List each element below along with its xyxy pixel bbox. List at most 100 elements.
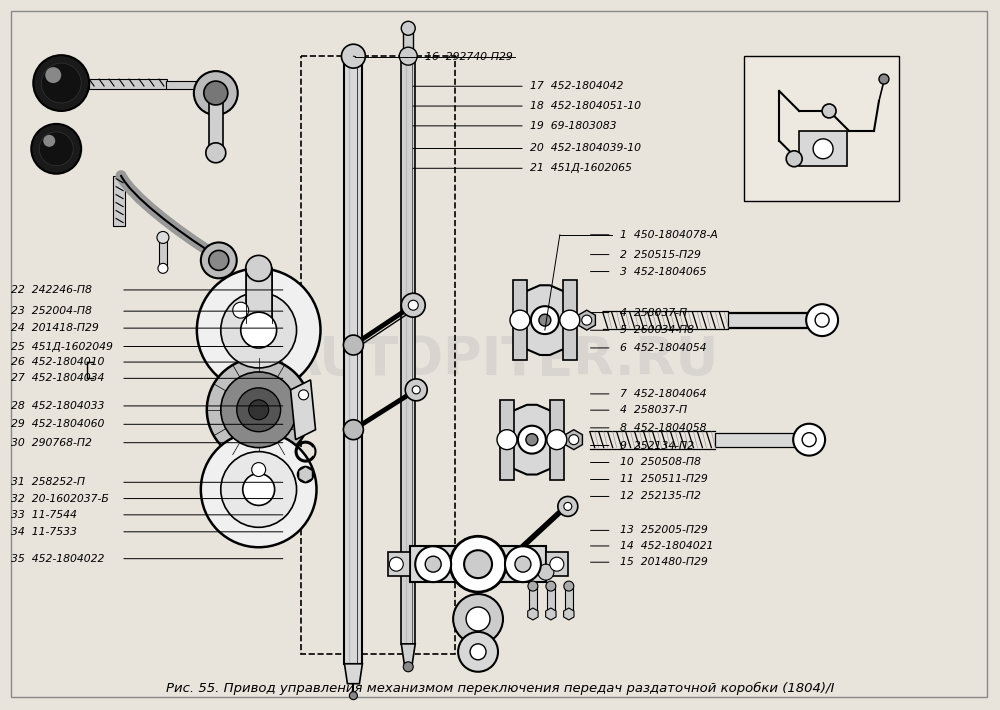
Text: 6  452-1804054: 6 452-1804054 — [620, 343, 706, 353]
Polygon shape — [565, 430, 582, 449]
Text: 13  252005-П29: 13 252005-П29 — [620, 525, 707, 535]
Polygon shape — [517, 285, 573, 355]
Bar — [728, 313, 808, 327]
Circle shape — [298, 466, 314, 483]
Circle shape — [158, 263, 168, 273]
Text: 29  452-1804060: 29 452-1804060 — [11, 420, 105, 430]
Circle shape — [209, 251, 229, 271]
Text: 19  69-1803083: 19 69-1803083 — [530, 121, 616, 131]
Bar — [529, 586, 537, 611]
Text: 11  250511-П29: 11 250511-П29 — [620, 474, 707, 484]
Bar — [715, 432, 795, 447]
Circle shape — [450, 536, 506, 592]
Circle shape — [401, 293, 425, 317]
Circle shape — [569, 435, 579, 444]
Circle shape — [249, 400, 269, 420]
Bar — [246, 268, 272, 323]
Circle shape — [201, 432, 317, 547]
Text: 12  252135-П2: 12 252135-П2 — [620, 491, 701, 501]
Text: 3  452-1804065: 3 452-1804065 — [620, 266, 706, 277]
Bar — [565, 586, 573, 611]
Bar — [563, 280, 577, 360]
Circle shape — [399, 47, 417, 65]
Circle shape — [518, 426, 546, 454]
Bar — [401, 56, 415, 644]
Circle shape — [221, 372, 297, 447]
Circle shape — [403, 662, 413, 672]
Circle shape — [343, 420, 363, 439]
Text: 35  452-1804022: 35 452-1804022 — [11, 554, 105, 564]
Circle shape — [802, 432, 816, 447]
Text: AUTOPITER.RU: AUTOPITER.RU — [281, 334, 719, 386]
Text: 1  450-1804078-А: 1 450-1804078-А — [620, 230, 718, 240]
Text: Рис. 55. Привод управления механизмом переключения передач раздаточной коробки (: Рис. 55. Привод управления механизмом пе… — [166, 682, 834, 695]
Text: 5  260034-П8: 5 260034-П8 — [620, 325, 694, 335]
Text: 32  20-1602037-Б: 32 20-1602037-Б — [11, 493, 109, 503]
Circle shape — [241, 312, 277, 348]
Text: 33  11-7544: 33 11-7544 — [11, 510, 77, 520]
Text: 16  292740-П29: 16 292740-П29 — [425, 52, 513, 62]
Circle shape — [582, 315, 592, 325]
Bar — [403, 28, 413, 58]
Circle shape — [412, 386, 420, 394]
Text: 9  252134-П2: 9 252134-П2 — [620, 440, 694, 451]
Circle shape — [252, 463, 266, 476]
Bar — [166, 81, 206, 89]
Circle shape — [43, 135, 55, 147]
Circle shape — [389, 557, 403, 571]
Text: 34  11-7533: 34 11-7533 — [11, 527, 77, 537]
Bar — [546, 552, 568, 576]
Circle shape — [33, 55, 89, 111]
Circle shape — [201, 242, 237, 278]
Circle shape — [550, 557, 564, 571]
Polygon shape — [410, 546, 546, 582]
Text: 7  452-1804064: 7 452-1804064 — [620, 389, 706, 399]
Circle shape — [564, 503, 572, 510]
Circle shape — [879, 74, 889, 84]
Circle shape — [464, 550, 492, 578]
Text: 2  250515-П29: 2 250515-П29 — [620, 250, 701, 260]
Polygon shape — [564, 608, 574, 620]
Bar — [799, 131, 847, 165]
Bar — [89, 79, 167, 89]
Bar — [500, 400, 514, 479]
Circle shape — [299, 390, 309, 400]
Polygon shape — [504, 405, 560, 474]
Polygon shape — [291, 380, 316, 439]
Circle shape — [558, 496, 578, 516]
Text: 22  242246-П8: 22 242246-П8 — [11, 285, 92, 295]
Circle shape — [408, 300, 418, 310]
Circle shape — [343, 335, 363, 355]
Text: 20  452-1804039-10: 20 452-1804039-10 — [530, 143, 641, 153]
Text: 26  452-1804010: 26 452-1804010 — [11, 357, 105, 367]
Circle shape — [539, 314, 551, 326]
Text: 30  290768-П2: 30 290768-П2 — [11, 437, 92, 448]
Bar — [550, 400, 564, 479]
Circle shape — [458, 632, 498, 672]
Text: 23  252004-П8: 23 252004-П8 — [11, 306, 92, 316]
Circle shape — [237, 388, 281, 432]
Circle shape — [466, 607, 490, 631]
Circle shape — [39, 132, 73, 165]
Circle shape — [415, 546, 451, 582]
Bar — [547, 586, 555, 611]
Circle shape — [505, 546, 541, 582]
Circle shape — [528, 581, 538, 591]
Circle shape — [510, 310, 530, 330]
Text: 24  201418-П29: 24 201418-П29 — [11, 323, 99, 333]
Bar — [513, 280, 527, 360]
Circle shape — [515, 556, 531, 572]
Circle shape — [497, 430, 517, 449]
Text: 10  250508-П8: 10 250508-П8 — [620, 457, 701, 467]
Polygon shape — [528, 608, 538, 620]
Circle shape — [453, 594, 503, 644]
Circle shape — [206, 143, 226, 163]
Circle shape — [197, 268, 321, 392]
Circle shape — [793, 424, 825, 456]
Circle shape — [813, 139, 833, 159]
Circle shape — [207, 358, 311, 462]
Circle shape — [564, 581, 574, 591]
Circle shape — [243, 474, 275, 506]
Text: 31  258252-П: 31 258252-П — [11, 477, 85, 487]
Text: 14  452-1804021: 14 452-1804021 — [620, 541, 713, 551]
